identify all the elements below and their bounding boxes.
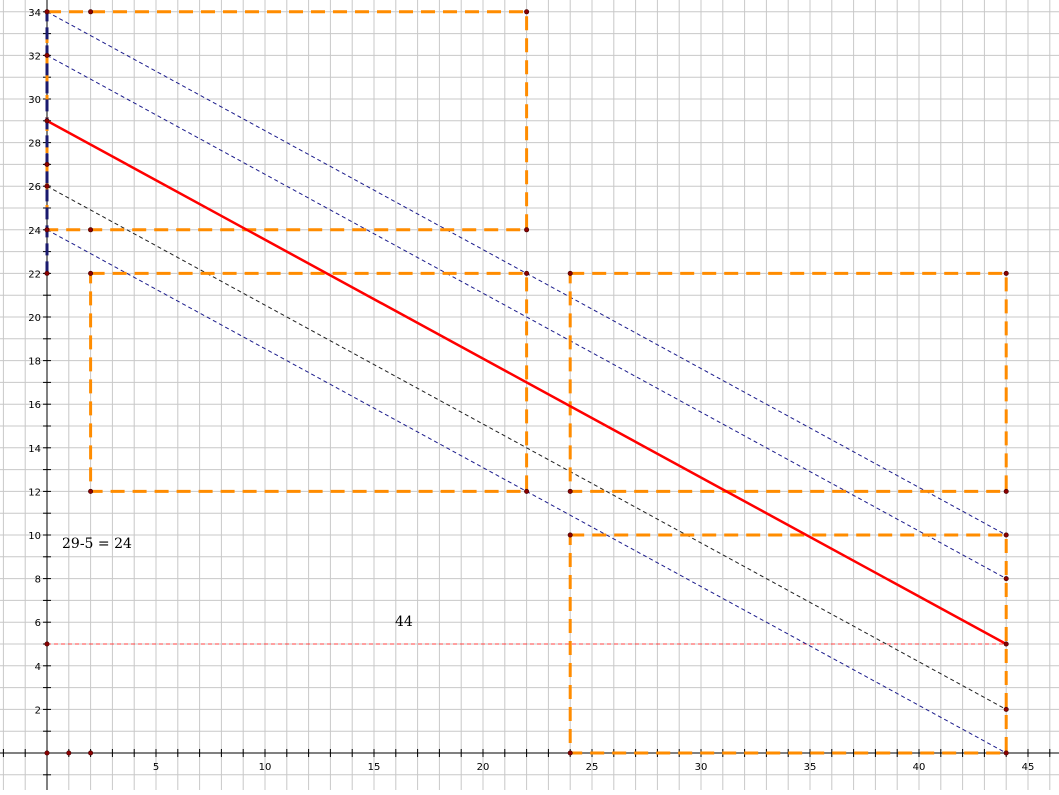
point [88, 270, 94, 276]
dashed-rectangle [568, 533, 1008, 755]
point [44, 183, 50, 189]
dashed-rectangle [89, 271, 529, 493]
point [44, 641, 50, 647]
point [567, 750, 573, 756]
point [88, 9, 94, 15]
x-tick-labels: 5 10 15 20 25 30 35 40 45 [153, 762, 1035, 773]
y-tick-label: 26 [28, 182, 41, 193]
point [1003, 532, 1009, 538]
point [524, 9, 530, 15]
point [44, 52, 50, 58]
y-tick-label: 18 [28, 357, 41, 368]
point [44, 750, 50, 756]
point [88, 750, 94, 756]
point [66, 750, 72, 756]
point [1003, 488, 1009, 494]
y-tick-label: 2 [35, 705, 41, 716]
point [88, 227, 94, 233]
y-tick-label: 34 [28, 8, 41, 19]
x-tick-label: 45 [1022, 762, 1035, 773]
equation-label: 29-5 = 24 [62, 536, 132, 552]
y-tick-label: 4 [35, 662, 41, 673]
point [524, 488, 530, 494]
y-tick-label: 24 [28, 226, 41, 237]
y-tick-label: 14 [28, 444, 41, 455]
x-tick-label: 40 [913, 762, 926, 773]
points [44, 9, 1009, 756]
x-tick-label: 5 [153, 762, 159, 773]
y-tick-label: 6 [35, 618, 41, 629]
point [1003, 641, 1009, 647]
y-tick-label: 28 [28, 139, 41, 150]
width-label: 44 [395, 614, 413, 630]
y-tick-label: 22 [28, 269, 41, 280]
y-tick-label: 16 [28, 400, 41, 411]
main-line [46, 119, 1007, 646]
point [1003, 270, 1009, 276]
point [44, 161, 50, 167]
point [44, 270, 50, 276]
point [1003, 750, 1009, 756]
y-tick-label: 20 [28, 313, 41, 324]
x-tick-label: 25 [586, 762, 599, 773]
x-tick-label: 20 [477, 762, 490, 773]
point [567, 488, 573, 494]
point [1003, 576, 1009, 582]
dashed-rectangle [568, 271, 1008, 493]
x-tick-label: 35 [804, 762, 817, 773]
y-tick-label: 10 [28, 531, 41, 542]
point [88, 488, 94, 494]
parallel-guide-line [46, 54, 1007, 580]
point [44, 118, 50, 124]
point [524, 270, 530, 276]
main-line-group [46, 119, 1007, 646]
point [567, 270, 573, 276]
point [567, 532, 573, 538]
point [44, 227, 50, 233]
point [44, 9, 50, 15]
y-tick-label: 30 [28, 95, 41, 106]
x-tick-label: 30 [695, 762, 708, 773]
y-tick-label: 32 [28, 51, 41, 62]
y-tick-label: 12 [28, 487, 41, 498]
point [524, 227, 530, 233]
point [1003, 706, 1009, 712]
y-tick-label: 8 [35, 575, 41, 586]
x-tick-label: 10 [259, 762, 272, 773]
x-tick-label: 15 [368, 762, 381, 773]
